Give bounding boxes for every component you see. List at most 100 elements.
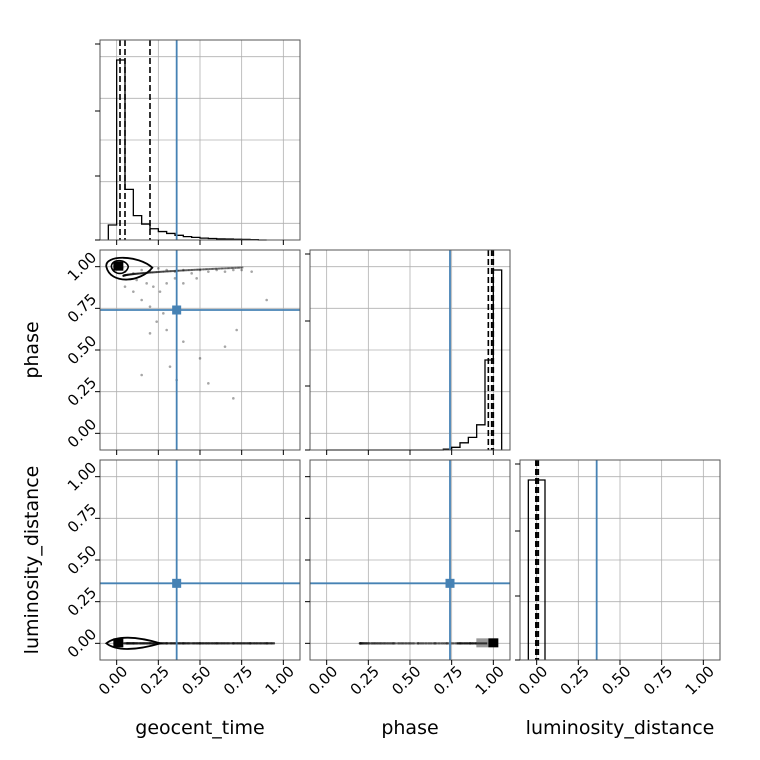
scatter-point xyxy=(205,268,208,271)
scatter-point xyxy=(134,272,138,275)
scatter-point xyxy=(149,271,153,274)
scatter-point xyxy=(215,267,219,270)
scatter-point xyxy=(182,340,185,343)
scatter-point xyxy=(433,642,436,645)
scatter-point xyxy=(145,282,148,285)
scatter-point xyxy=(369,642,373,645)
scatter-point xyxy=(200,268,203,271)
scatter-point xyxy=(421,642,425,645)
scatter-point xyxy=(363,642,366,645)
scatter-point xyxy=(217,267,220,270)
scatter-point xyxy=(204,268,207,271)
scatter-point xyxy=(229,266,232,270)
scatter-point xyxy=(124,274,127,277)
scatter-point xyxy=(126,273,129,276)
scatter-point xyxy=(133,272,136,276)
scatter-point xyxy=(404,642,408,645)
scatter-point xyxy=(122,274,125,277)
scatter-point xyxy=(173,277,177,280)
scatter-point xyxy=(166,270,169,273)
scatter-point xyxy=(127,273,130,276)
scatter-point xyxy=(149,271,152,274)
scatter-point xyxy=(131,273,135,276)
scatter-point xyxy=(199,268,202,271)
scatter-point xyxy=(387,642,391,645)
scatter-point xyxy=(177,269,180,272)
scatter-point xyxy=(130,273,133,276)
scatter-point xyxy=(215,267,218,270)
scatter-point xyxy=(162,270,165,273)
density-contour-outer xyxy=(105,256,154,281)
y-tick-label: 0.00 xyxy=(64,415,100,451)
scatter-point xyxy=(136,272,139,275)
scatter-point xyxy=(375,642,378,645)
y-tick-label: 0.00 xyxy=(64,625,100,661)
scatter-point xyxy=(155,270,158,274)
scatter-point xyxy=(412,642,415,645)
scatter-point xyxy=(193,268,196,271)
scatter-point xyxy=(359,642,363,645)
scatter-point xyxy=(232,268,235,272)
scatter-point xyxy=(125,273,128,277)
scatter-point xyxy=(250,270,253,273)
truth-marker xyxy=(172,305,182,315)
scatter-point xyxy=(163,270,167,273)
scatter-point xyxy=(426,642,429,645)
scatter-point xyxy=(404,642,407,645)
scatter-point xyxy=(184,269,187,272)
scatter-point xyxy=(126,273,129,276)
scatter-point xyxy=(408,642,412,645)
x-tick-label: 1.00 xyxy=(682,662,718,698)
scatter-point xyxy=(423,642,426,645)
scatter-point xyxy=(444,642,448,645)
scatter-point xyxy=(360,642,364,645)
scatter-point xyxy=(378,642,381,645)
scatter-point xyxy=(445,642,449,645)
scatter-point xyxy=(156,270,160,274)
scatter-point xyxy=(231,266,234,270)
scatter-point xyxy=(363,642,367,645)
y-tick-label: 0.75 xyxy=(64,290,100,326)
scatter-point xyxy=(158,290,162,293)
x-tick-label: 0.00 xyxy=(305,662,341,698)
scatter-point xyxy=(125,273,128,277)
scatter-point xyxy=(208,267,212,271)
scatter-point xyxy=(123,274,126,277)
scatter-point xyxy=(124,274,127,277)
scatter-point xyxy=(128,273,131,276)
scatter-point xyxy=(152,285,155,288)
scatter-point xyxy=(140,272,143,275)
scatter-point xyxy=(140,268,143,272)
scatter-point xyxy=(155,320,158,323)
scatter-point xyxy=(188,268,192,272)
scatter-point xyxy=(390,642,394,645)
scatter-point xyxy=(223,270,227,273)
x-tick-label: 0.50 xyxy=(598,662,634,698)
scatter-point xyxy=(211,267,214,271)
scatter-point xyxy=(127,273,130,276)
scatter-point xyxy=(238,266,241,269)
x-tick-label: 0.00 xyxy=(95,662,131,698)
scatter-point xyxy=(133,272,137,275)
scatter-point xyxy=(161,270,164,273)
scatter-point xyxy=(190,268,193,272)
scatter-point xyxy=(171,269,175,273)
scatter-point xyxy=(437,642,441,645)
scatter-point xyxy=(191,268,194,272)
scatter-point xyxy=(223,345,227,348)
scatter-point xyxy=(389,642,392,645)
scatter-point xyxy=(231,266,234,270)
y-tick-label: 1.00 xyxy=(64,248,100,284)
scatter-point xyxy=(409,642,413,645)
scatter-point xyxy=(362,642,365,645)
x-axis-label: geocent_time xyxy=(135,717,264,739)
scatter-point xyxy=(127,273,130,276)
scatter-point xyxy=(182,269,185,272)
truth-marker xyxy=(172,578,182,588)
scatter-point xyxy=(436,642,439,645)
scatter-point xyxy=(140,272,143,275)
scatter-point xyxy=(122,274,125,277)
scatter-point xyxy=(132,290,135,293)
scatter-point xyxy=(240,266,243,269)
scatter-point xyxy=(128,273,132,276)
